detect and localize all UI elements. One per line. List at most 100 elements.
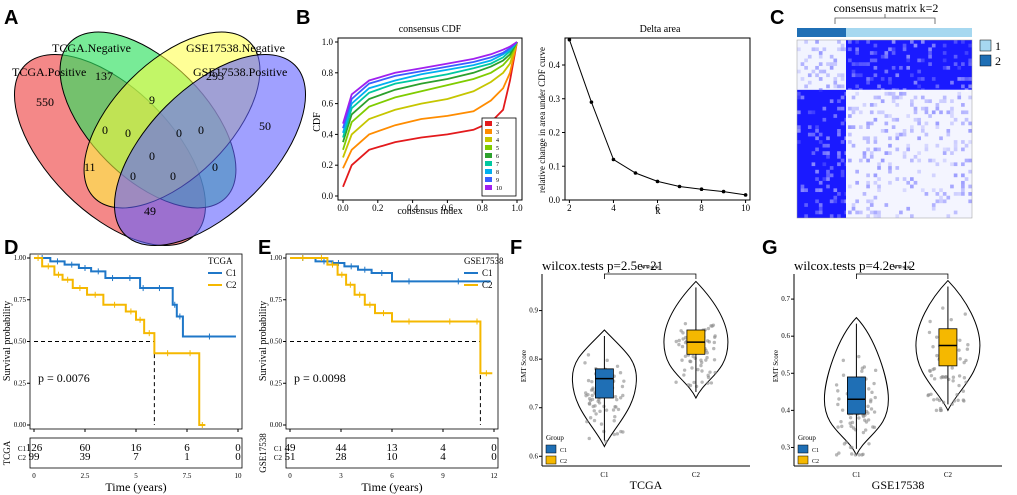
heatmap-cell bbox=[855, 51, 859, 55]
heatmap-cell bbox=[946, 214, 951, 218]
heatmap-cell bbox=[855, 73, 859, 78]
violin-point bbox=[680, 344, 685, 349]
heatmap-cell bbox=[822, 151, 827, 155]
cdf-series-line bbox=[342, 41, 518, 188]
violin-point bbox=[931, 367, 935, 372]
heatmap-cell bbox=[873, 117, 878, 122]
heatmap-cell bbox=[946, 195, 951, 200]
heatmap-cell bbox=[848, 106, 852, 111]
heatmap-cell bbox=[818, 140, 823, 144]
heatmap-cell bbox=[822, 47, 827, 52]
violin-point bbox=[590, 397, 595, 402]
risk-table-value: 28 bbox=[336, 451, 348, 463]
violin-legend-title: Group bbox=[798, 434, 816, 442]
heatmap-cell bbox=[880, 54, 885, 59]
heatmap-cell bbox=[895, 88, 900, 92]
risk-table-value: 126 bbox=[26, 442, 43, 454]
heatmap-cell bbox=[840, 121, 845, 126]
heatmap-cell bbox=[910, 129, 914, 133]
heatmap-cell bbox=[877, 184, 881, 189]
heatmap-cell bbox=[826, 73, 830, 78]
violin-point bbox=[932, 398, 936, 402]
heatmap-cell bbox=[895, 147, 900, 152]
violin-point bbox=[872, 425, 877, 430]
heatmap-cell bbox=[818, 188, 823, 193]
heatmap-cell bbox=[811, 132, 816, 137]
heatmap-cell bbox=[953, 40, 958, 44]
heatmap-cell bbox=[855, 84, 859, 89]
risk-table-value: 13 bbox=[387, 442, 399, 454]
heatmap-cell bbox=[920, 77, 925, 81]
violin-point bbox=[961, 398, 966, 402]
venn-set-label: TCGA.Positive bbox=[12, 65, 86, 79]
violin-point bbox=[706, 326, 711, 331]
heatmap-cell bbox=[848, 114, 852, 118]
heatmap-cell bbox=[961, 173, 965, 178]
heatmap-cell bbox=[797, 47, 801, 52]
violin-point bbox=[682, 368, 687, 372]
risk-table-row-label: C2 bbox=[274, 454, 283, 462]
violin-point bbox=[693, 356, 697, 361]
violin-point bbox=[850, 452, 854, 456]
venn-region-count: 0 bbox=[102, 123, 108, 137]
heatmap-cell bbox=[797, 95, 801, 100]
heatmap-cell bbox=[920, 129, 925, 133]
km-xlabel: Time (years) bbox=[361, 480, 422, 494]
risk-table-frame bbox=[285, 437, 499, 469]
heatmap-cell bbox=[873, 180, 878, 185]
heatmap-cell bbox=[884, 54, 889, 59]
heatmap-cell bbox=[797, 129, 801, 133]
heatmap-cell bbox=[858, 210, 863, 215]
heatmap-legend-label: 2 bbox=[995, 54, 1001, 68]
heatmap-cluster-bar bbox=[797, 28, 846, 37]
cdf-legend-label: 5 bbox=[496, 146, 499, 152]
violin-point bbox=[622, 379, 626, 383]
violin-y-tick-label: 0.9 bbox=[529, 307, 538, 315]
heatmap-cell bbox=[888, 47, 892, 52]
delta-x-tick-label: 10 bbox=[741, 203, 751, 213]
heatmap-cell bbox=[869, 154, 874, 159]
heatmap-cell bbox=[873, 136, 878, 141]
violin-legend-label: C1 bbox=[812, 448, 819, 454]
cdf-legend-label: 10 bbox=[496, 186, 502, 192]
heatmap-cells bbox=[796, 28, 973, 219]
heatmap-cell bbox=[902, 129, 907, 133]
violin-point bbox=[591, 404, 595, 409]
violin-point bbox=[952, 399, 957, 403]
risk-table-time-label: 12 bbox=[491, 472, 499, 480]
heatmap-cell bbox=[866, 158, 870, 163]
heatmap-cell bbox=[913, 110, 918, 115]
heatmap-cell bbox=[953, 162, 958, 167]
heatmap-cell bbox=[895, 95, 900, 100]
heatmap-cell bbox=[935, 106, 940, 111]
heatmap-cell bbox=[924, 106, 929, 111]
violin-category-label: C2 bbox=[944, 471, 953, 479]
violin-shape-c2 bbox=[915, 279, 981, 412]
heatmap-cell bbox=[950, 99, 954, 104]
significance-bracket bbox=[856, 273, 949, 279]
heatmap-cell bbox=[851, 106, 856, 111]
heatmap-cell bbox=[891, 47, 896, 52]
heatmap-cell bbox=[807, 125, 812, 129]
heatmap-cell bbox=[873, 103, 878, 107]
violin-point bbox=[705, 351, 709, 355]
violin-point bbox=[585, 419, 589, 424]
violin-point bbox=[837, 397, 841, 401]
violin-point bbox=[677, 338, 681, 343]
heatmap-cell bbox=[877, 214, 881, 218]
cdf-y-tick-label: 0.4 bbox=[322, 129, 334, 139]
delta-title: Delta area bbox=[640, 24, 681, 35]
heatmap-cell bbox=[826, 151, 830, 155]
heatmap-cell bbox=[826, 177, 830, 181]
heatmap-cell bbox=[957, 95, 962, 100]
heatmap-cell bbox=[851, 62, 856, 66]
heatmap-cell bbox=[961, 110, 965, 115]
heatmap-cell bbox=[968, 77, 972, 81]
cdf-legend-label: 7 bbox=[496, 162, 499, 168]
heatmap-cell bbox=[818, 88, 823, 92]
heatmap-cell bbox=[840, 95, 845, 100]
violin-point bbox=[872, 381, 876, 386]
cdf-ylabel: CDF bbox=[312, 112, 323, 132]
heatmap-cell bbox=[917, 58, 921, 63]
km-curve-c2 bbox=[34, 257, 206, 426]
